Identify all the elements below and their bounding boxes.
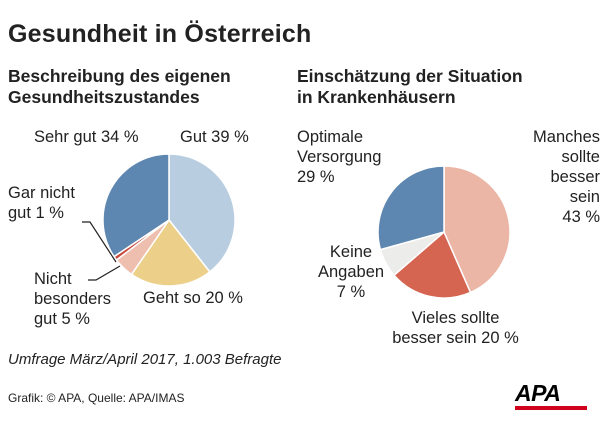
pie1-label-gar-nicht-gut: Gar nicht gut 1 % <box>8 184 75 222</box>
pie1-title-line2: Gesundheitszustandes <box>8 87 200 107</box>
pie1-leader-gar-nicht-gut <box>82 221 117 263</box>
apa-logo-bar <box>515 406 587 410</box>
pie2-label-manches: Manches sollte besser sein 43 % <box>533 128 600 226</box>
pie2-slice-optimale-versorgung <box>377 165 445 251</box>
source-credit: Grafik: © APA, Quelle: APA/IMAS <box>8 391 185 405</box>
pie2-slice-manches-sollte-besser-sein <box>443 165 511 294</box>
pie1-label-sehr-gut: Sehr gut 34 % <box>34 128 139 146</box>
pie1-label-nicht-besonders-gut: Nicht besonders gut 5 % <box>34 270 112 328</box>
pie1-label-geht-so: Geht so 20 % <box>143 289 243 307</box>
apa-logo-text: APA <box>515 380 561 406</box>
pie2-slice-vieles-sollte-besser-sein <box>393 230 472 299</box>
pie1-title: Beschreibung des eigenen Gesundheitszust… <box>8 66 308 108</box>
pie1-title-line1: Beschreibung des eigenen <box>8 66 231 86</box>
apa-logo: APA <box>515 381 587 411</box>
pie1-leader-nicht-besonders-gut <box>88 265 121 281</box>
survey-note: Umfrage März/April 2017, 1.003 Befragte <box>8 351 282 368</box>
pie2-label-keine-angaben: Keine Angaben 7 % <box>318 243 385 301</box>
pie1-slice-sehr-gut <box>102 153 170 258</box>
pie2-title: Einschätzung der Situation in Krankenhäu… <box>297 66 597 108</box>
pie2-label-vieles: Vieles sollte besser sein 20 % <box>392 309 519 347</box>
pie1-slice-gut <box>168 153 236 273</box>
pie2-label-optimale: Optimale Versorgung 29 % <box>297 128 382 186</box>
pie2-title-line2: in Krankenhäusern <box>297 87 456 107</box>
chart-title: Gesundheit in Österreich <box>8 20 312 48</box>
pie2-title-line1: Einschätzung der Situation <box>297 66 523 86</box>
pie1-slice-geht-so <box>130 218 211 287</box>
pie1-label-gut: Gut 39 % <box>180 128 249 146</box>
